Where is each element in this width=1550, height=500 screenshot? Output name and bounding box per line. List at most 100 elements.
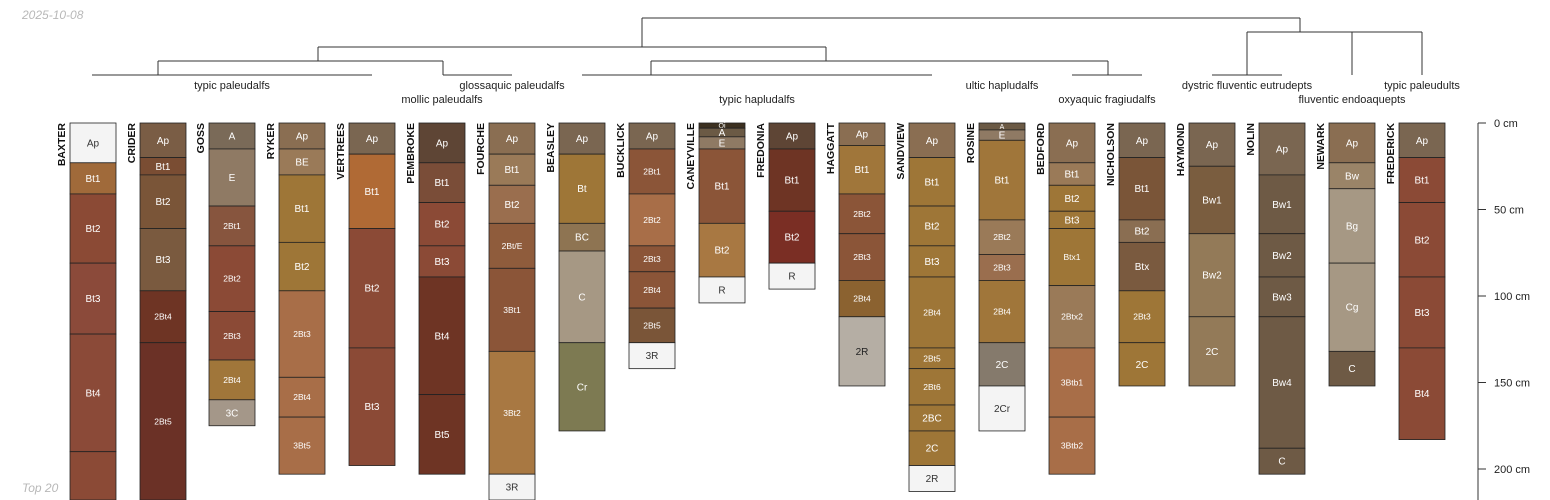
profile-haymond: HAYMOND Ap Bw1 Bw2 2C <box>1175 123 1236 387</box>
horizon-label: Ap <box>926 136 939 147</box>
horizon-label: 2Bt4 <box>643 285 661 295</box>
horizon <box>1048 184 1096 212</box>
horizon-label: Ap <box>296 131 309 142</box>
horizon <box>208 311 256 361</box>
horizon-label: Bt1 <box>994 176 1009 187</box>
horizon-label: 2C <box>1136 360 1149 371</box>
horizon-label: Bt1 <box>155 162 170 173</box>
horizon <box>978 342 1026 387</box>
horizon-label: Ap <box>856 130 869 141</box>
horizon-label: 2Bt2 <box>993 232 1011 242</box>
taxon-label: glossaquic paleudalfs <box>459 80 565 92</box>
profile-name: CRIDER <box>126 123 138 164</box>
horizon <box>1188 316 1236 387</box>
horizon <box>768 122 816 150</box>
horizon <box>278 148 326 176</box>
horizon-label: Ap <box>87 138 100 149</box>
horizon <box>978 139 1026 221</box>
horizon-label: Bt2 <box>714 246 729 257</box>
horizon <box>838 316 886 387</box>
horizon-label: 2Bt4 <box>154 312 172 322</box>
horizon <box>1118 290 1166 344</box>
profile-name: VERTREES <box>335 123 347 180</box>
horizon-label: Bt2 <box>294 262 309 273</box>
horizon-label: Bw2 <box>1202 271 1222 282</box>
horizon <box>838 233 886 281</box>
horizon <box>418 276 466 396</box>
horizon <box>628 271 676 309</box>
profile-bucklick: BUCKLICK Ap 2Bt1 2Bt2 2Bt3 2Bt4 2Bt5 3R <box>615 123 676 370</box>
horizon <box>838 280 886 318</box>
horizon-label: Ap <box>646 131 659 142</box>
horizon-label: Bt2 <box>1414 235 1429 246</box>
horizon-label: 3Bt1 <box>503 305 521 315</box>
horizon <box>278 122 326 150</box>
taxon-label: fluventic endoaquepts <box>1298 94 1406 106</box>
horizon-label: 2R <box>926 474 939 485</box>
profile-name: SANDVIEW <box>895 123 907 180</box>
horizon <box>69 122 117 164</box>
horizon-label: 3Btb2 <box>1061 441 1083 451</box>
horizon-label: Bt3 <box>364 402 379 413</box>
horizon <box>1188 165 1236 235</box>
horizon-label: Bt3 <box>924 257 939 268</box>
horizon-label: 2Bt2 <box>853 209 871 219</box>
horizon-label: 2Bt2 <box>223 274 241 284</box>
horizon-label: 2Bt3 <box>993 262 1011 272</box>
profile-name: NOLIN <box>1245 123 1257 156</box>
horizon <box>348 347 396 466</box>
horizon-label: 2Bt1 <box>223 221 241 231</box>
horizon <box>698 276 746 304</box>
horizon-label: E <box>999 131 1006 142</box>
horizon-label: E <box>229 173 236 184</box>
horizon <box>558 342 606 432</box>
horizon <box>1118 342 1166 387</box>
horizon <box>908 430 956 466</box>
axis-tick-label: 50 cm <box>1494 205 1524 217</box>
horizon <box>698 222 746 278</box>
profile-vertrees: VERTREES Ap Bt1 Bt2 Bt3 <box>335 122 396 466</box>
horizon-label: Bt1 <box>364 187 379 198</box>
horizon-label: BE <box>295 157 309 168</box>
horizon <box>278 416 326 475</box>
horizon <box>1258 316 1306 449</box>
horizon <box>488 350 536 475</box>
taxon-label: typic paleudalfs <box>194 80 270 92</box>
horizon <box>488 184 536 224</box>
horizon-label: Bt2 <box>504 200 519 211</box>
horizon <box>1258 122 1306 176</box>
horizon <box>558 153 606 224</box>
horizon-label: Bt1 <box>924 177 939 188</box>
horizon-label: Ap <box>157 136 170 147</box>
horizon-label: C <box>1348 364 1355 375</box>
horizon-label: 2Bt2 <box>643 215 661 225</box>
horizon-label: Bw <box>1345 171 1360 182</box>
date-stamp: 2025-10-08 <box>22 8 84 22</box>
horizon <box>208 399 256 427</box>
horizon <box>208 148 256 207</box>
profile-rosine: ROSINE AE Bt1 2Bt2 2Bt3 2Bt4 2C 2Cr <box>965 122 1026 432</box>
horizon-label: Bt4 <box>1414 389 1429 400</box>
horizon <box>1048 122 1096 164</box>
horizon-label: Ap <box>1276 144 1289 155</box>
taxa-labels: typic paleudalfs glossaquic paleudalfs mol… <box>194 80 1460 106</box>
horizon <box>139 228 187 292</box>
horizon-label: Bw3 <box>1272 292 1292 303</box>
horizon-label: 3Btb1 <box>1061 377 1083 387</box>
horizon <box>418 202 466 247</box>
footer-note: Top 20 <box>22 481 59 495</box>
horizon <box>978 280 1026 344</box>
horizon-label: 2Bt3 <box>643 254 661 264</box>
horizon <box>1398 122 1446 158</box>
horizon <box>208 205 256 247</box>
horizon <box>418 122 466 164</box>
horizon-label: A <box>719 128 726 139</box>
horizon-label: 2C <box>1206 347 1219 358</box>
horizon-label: 2Cr <box>994 404 1011 415</box>
horizon <box>908 205 956 247</box>
horizon <box>908 368 956 406</box>
horizon <box>908 157 956 207</box>
horizon-label: 2Bt3 <box>1133 312 1151 322</box>
horizon-label: 2Bt3 <box>223 331 241 341</box>
profile-name: BUCKLICK <box>615 123 627 178</box>
